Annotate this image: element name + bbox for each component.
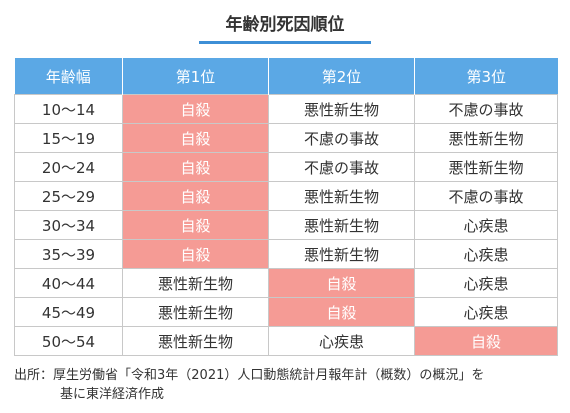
table-row: 50～54 悪性新生物 心疾患 自殺: [14, 326, 558, 356]
cause-cell: 悪性新生物: [268, 94, 415, 124]
highlight-cell: 自殺: [122, 210, 269, 240]
cause-cell: 不慮の事故: [268, 152, 415, 182]
cause-cell: 悪性新生物: [122, 326, 269, 356]
age-cell: 45～49: [14, 297, 123, 327]
age-cell: 35～39: [14, 239, 123, 269]
highlight-cell: 自殺: [122, 181, 269, 211]
cause-cell: 不慮の事故: [414, 94, 558, 124]
cause-cell: 悪性新生物: [122, 268, 269, 298]
highlight-cell: 自殺: [122, 152, 269, 182]
cause-cell: 不慮の事故: [414, 181, 558, 211]
highlight-cell: 自殺: [122, 123, 269, 153]
header-row: 年齢幅 第1位 第2位 第3位: [14, 58, 558, 95]
age-cell: 15～19: [14, 123, 123, 153]
cause-cell: 悪性新生物: [268, 181, 415, 211]
age-cell: 40～44: [14, 268, 123, 298]
cause-cell: 悪性新生物: [414, 123, 558, 153]
table-row: 45～49 悪性新生物 自殺 心疾患: [14, 297, 558, 327]
age-cell: 50～54: [14, 326, 123, 356]
source-note: 出所：厚生労働省「令和3年（2021）人口動態統計月報年計（概数）の概況」を基に…: [14, 366, 484, 404]
table-row: 10～14 自殺 悪性新生物 不慮の事故: [14, 94, 558, 124]
cause-cell: 不慮の事故: [268, 123, 415, 153]
age-cell: 25～29: [14, 181, 123, 211]
table-row: 40～44 悪性新生物 自殺 心疾患: [14, 268, 558, 298]
table-body: 10～14 自殺 悪性新生物 不慮の事故 15～19 自殺 不慮の事故 悪性新生物 20～24 自…: [14, 94, 558, 356]
cause-cell: 心疾患: [414, 268, 558, 298]
cause-cell: 悪性新生物: [268, 239, 415, 269]
highlight-cell: 自殺: [414, 326, 558, 356]
header-cell: 第2位: [268, 58, 415, 95]
table-row: 25～29 自殺 悪性新生物 不慮の事故: [14, 181, 558, 211]
header-cell: 第1位: [122, 58, 269, 95]
cause-cell: 心疾患: [414, 297, 558, 327]
title: 年齢別死因順位: [225, 15, 345, 35]
cause-cell: 心疾患: [414, 210, 558, 240]
cause-cell: 悪性新生物: [122, 297, 269, 327]
source-line: 出所：厚生労働省「令和3年（2021）人口動態統計月報年計（概数）の概況」を: [14, 368, 485, 383]
age-cell: 20～24: [14, 152, 123, 182]
header-cell: 年齢幅: [14, 58, 123, 95]
table-row: 35～39 自殺 悪性新生物 心疾患: [14, 239, 558, 269]
cause-cell: 心疾患: [414, 239, 558, 269]
table-row: 30～34 自殺 悪性新生物 心疾患: [14, 210, 558, 240]
cause-cell: 悪性新生物: [268, 210, 415, 240]
age-cell: 30～34: [14, 210, 123, 240]
header-cell: 第3位: [414, 58, 558, 95]
age-cell: 10～14: [14, 94, 123, 124]
table-row: 20～24 自殺 不慮の事故 悪性新生物: [14, 152, 558, 182]
title-underline: [199, 41, 371, 44]
table-row: 15～19 自殺 不慮の事故 悪性新生物: [14, 123, 558, 153]
highlight-cell: 自殺: [268, 297, 415, 327]
cause-cell: 心疾患: [268, 326, 415, 356]
highlight-cell: 自殺: [268, 268, 415, 298]
source-line: 基に東洋経済作成: [60, 387, 165, 402]
highlight-cell: 自殺: [122, 239, 269, 269]
cause-cell: 悪性新生物: [414, 152, 558, 182]
ranking-table: 年齢幅 第1位 第2位 第3位 10～14 自殺 悪性新生物 不慮の事故 15～19 自殺 不慮の…: [14, 58, 558, 356]
highlight-cell: 自殺: [122, 94, 269, 124]
